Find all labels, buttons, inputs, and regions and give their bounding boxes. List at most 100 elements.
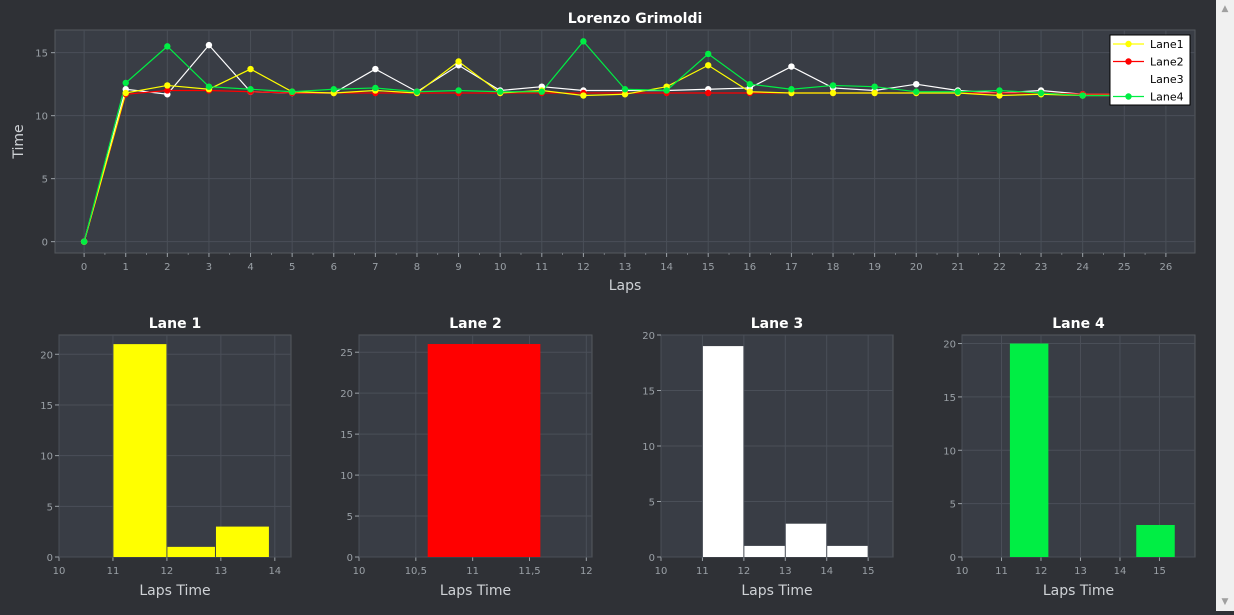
y-tick-label: 20: [943, 340, 956, 351]
x-tick-label: 14: [1114, 566, 1127, 577]
data-point-lane4: [954, 88, 962, 95]
x-tick-label: 7: [372, 262, 378, 273]
line-chart: 0 1 2 3 4 5 6 7 8 9 10 11 12 13 14 15 16 17 18 19 20 21 22 23 24…: [11, 11, 1196, 294]
data-point-lane1: [122, 89, 129, 97]
x-tick-label: 11: [696, 566, 709, 577]
x-tick-label: 11: [466, 566, 479, 577]
data-point-lane4: [705, 50, 712, 58]
data-point-lane4: [330, 86, 337, 93]
y-tick-label: 20: [340, 389, 353, 400]
vertical-scrollbar[interactable]: ▲ ▼: [1216, 0, 1234, 611]
histogram-xlabel: Laps Time: [741, 583, 812, 599]
legend-label-lane2: Lane2: [1150, 56, 1184, 69]
line-chart-xlabel: Laps: [609, 278, 642, 294]
x-tick-label: 12: [737, 566, 750, 577]
scroll-down-icon[interactable]: ▼: [1221, 597, 1229, 607]
x-tick-label: 14: [820, 566, 833, 577]
y-tick-label: 15: [943, 393, 956, 404]
y-tick-label: 5: [950, 500, 956, 511]
data-point-lane1: [164, 82, 171, 89]
legend-marker-lane3: [1125, 75, 1132, 83]
y-tick-label: 15: [642, 387, 655, 398]
y-tick-label: 15: [40, 401, 53, 412]
data-point-lane1: [580, 92, 587, 99]
x-tick-label: 12: [580, 566, 593, 577]
data-point-lane4: [913, 88, 920, 95]
histogram-xlabel: Laps Time: [139, 583, 210, 599]
histogram-title: Lane 4: [1052, 316, 1105, 332]
histogram-bar: [215, 526, 269, 557]
histogram-plot-area: [961, 334, 1196, 558]
x-tick-label: 11: [107, 566, 120, 577]
x-tick-label: 10: [53, 566, 66, 577]
y-tick-label: 10: [943, 446, 956, 457]
x-tick-label: 11: [995, 566, 1008, 577]
x-tick-label: 11: [535, 262, 548, 273]
legend-marker-lane2: [1125, 58, 1132, 65]
histogram-bar: [1136, 524, 1175, 557]
y-tick-label: 10: [340, 471, 353, 482]
x-tick-label: 10: [494, 262, 507, 273]
histogram-lane-3: 10 11 12 13 14 15 0 5 10 15 20 Lane 3 Laps Time: [642, 316, 894, 599]
legend-box: [1109, 34, 1191, 106]
legend-marker-lane4: [1125, 93, 1132, 100]
y-tick-label: 15: [35, 49, 48, 60]
x-tick-label: 0: [81, 262, 87, 273]
data-point-lane1: [996, 92, 1003, 99]
data-point-lane1: [829, 89, 837, 97]
scroll-up-icon[interactable]: ▲: [1221, 4, 1229, 14]
data-point-lane4: [663, 87, 670, 94]
x-tick-label: 13: [214, 566, 227, 577]
x-tick-label: 12: [1035, 566, 1048, 577]
x-tick-label: 20: [910, 262, 923, 273]
y-tick-label: 0: [649, 553, 655, 564]
y-tick-label: 0: [950, 553, 956, 564]
x-tick-label: 4: [247, 262, 253, 273]
histogram-plot-area: [58, 334, 292, 558]
y-tick-label: 0: [42, 238, 48, 249]
data-point-lane4: [372, 84, 379, 92]
x-tick-label: 14: [660, 262, 673, 273]
histogram-bar: [785, 523, 827, 557]
data-point-lane4: [496, 88, 504, 95]
data-point-lane1: [455, 58, 462, 65]
data-point-lane4: [621, 86, 629, 93]
x-tick-label: 13: [779, 566, 792, 577]
legend: Lane1 Lane2 Lane3 Lane4: [1109, 34, 1191, 106]
data-point-lane4: [1037, 89, 1045, 97]
histogram-title: Lane 2: [449, 316, 501, 332]
data-point-lane4: [247, 86, 254, 93]
legend-label-lane4: Lane4: [1150, 91, 1184, 104]
x-tick-label: 15: [862, 566, 875, 577]
line-chart-title: Lorenzo Grimoldi: [568, 11, 703, 27]
data-point-lane4: [413, 88, 421, 95]
data-point-lane4: [871, 83, 878, 90]
x-tick-label: 13: [1074, 566, 1087, 577]
x-tick-label: 26: [1160, 262, 1173, 273]
histogram-bar: [427, 344, 541, 557]
x-tick-label: 10: [353, 566, 366, 577]
histogram-title: Lane 1: [149, 316, 201, 332]
data-point-lane1: [247, 65, 254, 73]
histogram-bar: [744, 545, 785, 557]
data-point-lane4: [580, 38, 587, 45]
y-tick-label: 10: [35, 112, 48, 123]
histogram-bar: [167, 546, 215, 557]
y-tick-label: 25: [340, 348, 353, 359]
histogram-bar: [827, 545, 868, 557]
data-point-lane1: [871, 89, 878, 97]
data-point-lane3: [788, 63, 795, 70]
x-tick-label: 10,5: [405, 566, 427, 577]
data-point-lane3: [913, 80, 920, 88]
histogram-xlabel: Laps Time: [1043, 583, 1114, 599]
y-tick-label: 20: [40, 350, 53, 361]
x-tick-label: 15: [702, 262, 715, 273]
x-tick-label: 2: [164, 262, 170, 273]
x-tick-label: 12: [577, 262, 590, 273]
x-tick-label: 1: [123, 262, 129, 273]
data-point-lane4: [996, 87, 1003, 94]
histogram-lane-2: 10 10,5 11 11,5 12 0 5 10 15 20 25 Lane 2 Laps Time: [340, 316, 592, 599]
y-tick-label: 5: [649, 498, 655, 509]
legend-label-lane3: Lane3: [1150, 73, 1184, 86]
x-tick-label: 25: [1118, 262, 1131, 273]
